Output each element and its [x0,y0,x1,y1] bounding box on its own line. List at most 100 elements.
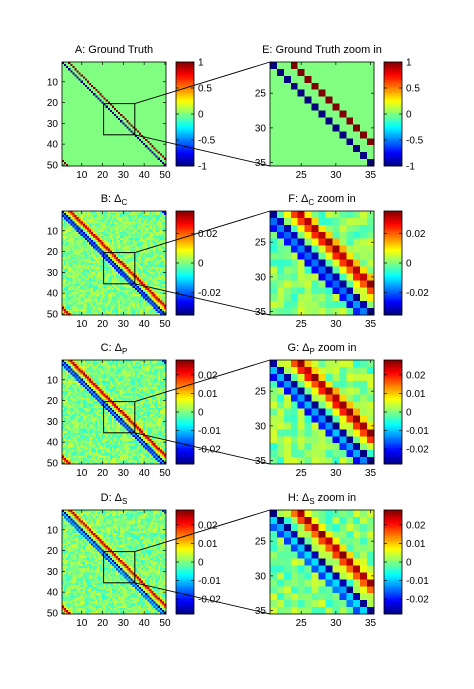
heatmap-cell [89,292,92,295]
heatmap-cell [116,252,119,256]
heatmap-cell [70,256,73,260]
heatmap-cell [134,99,138,102]
colorbar-tick-label: 0.5 [198,84,212,95]
heatmap-cell [157,161,161,165]
heatmap-cell [159,273,163,276]
heatmap-cell [128,89,131,92]
heatmap-cell [76,89,79,92]
heatmap-cell [74,275,77,278]
heatmap-cell [105,153,109,156]
heatmap-cell [130,252,134,256]
heatmap-cell [114,82,117,86]
heatmap-cell [76,99,79,102]
heatmap-cell [107,246,111,249]
heatmap-cell [86,91,90,94]
heatmap-cell [93,107,96,111]
heatmap-cell [134,64,138,67]
heatmap-cell [153,126,156,129]
heatmap-cell [76,93,79,96]
heatmap-cell [72,263,75,266]
heatmap-cell [82,105,86,109]
heatmap-cell [161,283,165,287]
heatmap-cell [143,213,146,216]
heatmap-cell [138,159,142,163]
heatmap-cell [130,269,134,272]
heatmap-cell [130,263,134,266]
heatmap-cell [157,116,161,119]
heatmap-cell [132,120,136,123]
heatmap-cell [161,145,165,148]
heatmap-cell [62,134,65,138]
heatmap-cell [151,128,154,131]
heatmap-cell [145,271,148,274]
heatmap-cell [99,109,102,113]
heatmap-cell [91,287,94,291]
heatmap-cell [138,246,142,249]
heatmap-cell [107,97,111,100]
heatmap-cell [118,132,121,136]
heatmap-cell [68,265,71,268]
heatmap-cell [66,221,69,224]
heatmap-cell [132,219,136,222]
heatmap-cell [332,96,340,104]
heatmap-cell [134,91,138,94]
heatmap-cell [95,219,98,222]
heatmap-cell [99,64,102,67]
heatmap-cell [82,275,86,278]
heatmap-cell [124,227,127,231]
heatmap-cell [145,122,148,125]
heatmap-cell [124,66,127,69]
heatmap-cell [126,231,129,235]
heatmap-cell [132,290,136,293]
heatmap-cell [109,145,113,148]
heatmap-cell [151,260,154,264]
heatmap-cell [74,145,77,148]
heatmap-cell [143,157,146,161]
heatmap-cell [82,114,86,117]
heatmap-cell [103,109,107,113]
colorbar-step [176,156,194,159]
heatmap-cell [101,240,104,243]
heatmap-cell [132,105,136,109]
heatmap-cell [76,227,79,231]
heatmap-cell [89,107,92,111]
heatmap-cell [111,233,115,237]
heatmap-cell [66,229,69,233]
heatmap-cell [367,89,375,98]
heatmap-cell [163,84,167,88]
heatmap-cell [304,159,312,167]
heatmap-cell [149,101,152,104]
heatmap-cell [74,227,77,231]
heatmap-cell [105,114,109,117]
heatmap-cell [138,267,142,270]
heatmap-cell [68,271,71,274]
heatmap-cell [89,124,92,127]
heatmap-cell [66,250,69,253]
heatmap-cell [74,211,77,214]
heatmap-cell [72,70,75,73]
heatmap-cell [103,231,107,235]
heatmap-cell [339,75,347,84]
heatmap-cell [111,213,115,216]
heatmap-cell [103,223,107,226]
heatmap-cell [157,109,161,113]
heatmap-cell [138,277,142,280]
heatmap-cell [128,211,131,214]
heatmap-cell [128,124,131,127]
heatmap-cell [149,248,152,251]
heatmap-cell [145,211,148,214]
heatmap-cell [155,292,159,295]
heatmap-cell [283,152,292,160]
heatmap-cell [143,145,146,148]
colorbar-step [176,76,194,79]
heatmap-cell [157,254,161,258]
heatmap-cell [82,250,86,253]
heatmap-cell [103,95,107,98]
heatmap-cell [114,151,117,154]
heatmap-cell [111,143,115,146]
heatmap-cell [157,252,161,256]
heatmap-cell [151,279,154,283]
heatmap-cell [270,103,278,111]
heatmap-cell [138,254,142,258]
heatmap-cell [111,118,115,121]
